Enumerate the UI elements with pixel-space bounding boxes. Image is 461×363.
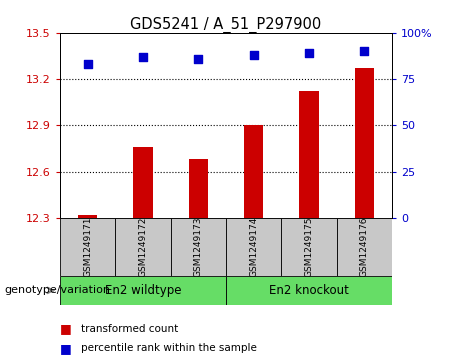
Text: GSM1249172: GSM1249172 <box>138 217 148 277</box>
Bar <box>133 147 153 218</box>
FancyBboxPatch shape <box>60 276 226 305</box>
FancyBboxPatch shape <box>115 218 171 276</box>
Text: ■: ■ <box>60 322 71 335</box>
Text: GSM1249171: GSM1249171 <box>83 217 92 277</box>
FancyBboxPatch shape <box>226 218 281 276</box>
Text: GSM1249174: GSM1249174 <box>249 217 258 277</box>
Text: En2 wildtype: En2 wildtype <box>105 284 181 297</box>
FancyBboxPatch shape <box>226 276 392 305</box>
Text: En2 knockout: En2 knockout <box>269 284 349 297</box>
Text: GSM1249176: GSM1249176 <box>360 217 369 277</box>
Text: transformed count: transformed count <box>81 323 178 334</box>
Text: percentile rank within the sample: percentile rank within the sample <box>81 343 257 354</box>
Bar <box>78 215 97 218</box>
Bar <box>355 68 374 218</box>
Text: GSM1249173: GSM1249173 <box>194 217 203 277</box>
Text: GSM1249175: GSM1249175 <box>304 217 313 277</box>
FancyBboxPatch shape <box>60 218 115 276</box>
Point <box>195 56 202 61</box>
Text: ■: ■ <box>60 342 71 355</box>
Bar <box>189 159 208 218</box>
Text: GDS5241 / A_51_P297900: GDS5241 / A_51_P297900 <box>130 16 321 33</box>
Bar <box>244 125 263 218</box>
FancyBboxPatch shape <box>337 218 392 276</box>
Point <box>305 50 313 56</box>
Point <box>250 52 257 58</box>
Point <box>361 48 368 54</box>
Point <box>84 61 91 67</box>
Point <box>139 54 147 60</box>
FancyBboxPatch shape <box>281 218 337 276</box>
Bar <box>299 91 319 218</box>
Text: genotype/variation: genotype/variation <box>5 285 111 295</box>
FancyBboxPatch shape <box>171 218 226 276</box>
